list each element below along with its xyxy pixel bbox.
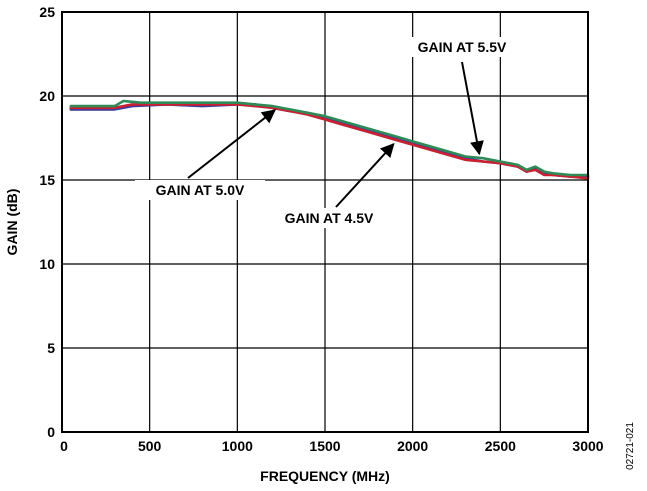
series-line-2 xyxy=(69,99,590,177)
x-tick-label: 500 xyxy=(138,438,162,454)
series-group xyxy=(69,99,590,180)
y-tick-label: 10 xyxy=(39,256,55,272)
x-tick-label: 0 xyxy=(60,438,68,454)
y-tick-labels: 0 5 10 15 20 25 xyxy=(39,4,55,440)
annotation-bg-2 xyxy=(264,208,394,228)
y-tick-label: 25 xyxy=(39,4,55,20)
y-tick-label: 15 xyxy=(39,172,55,188)
annotation-arrow-2 xyxy=(335,142,395,208)
figure-id: 02721-021 xyxy=(625,422,636,470)
x-tick-labels: 0 500 1000 1500 2000 2500 3000 xyxy=(60,438,604,454)
x-tick-label: 3000 xyxy=(572,438,603,454)
annotations: GAIN AT 5.5V GAIN AT 5.0V GAIN AT 4.5V xyxy=(135,37,527,228)
x-tick-label: 2500 xyxy=(485,438,516,454)
annotation-label-1: GAIN AT 5.0V xyxy=(156,182,245,198)
y-axis-label: GAIN (dB) xyxy=(4,189,20,256)
plot-frame xyxy=(61,11,589,433)
annotation-bg-0 xyxy=(397,37,527,57)
y-tick-label: 20 xyxy=(39,88,55,104)
annotation-label-2: GAIN AT 4.5V xyxy=(285,210,374,226)
annotation-bg-1 xyxy=(135,180,265,200)
x-tick-label: 1000 xyxy=(222,438,253,454)
x-tick-label: 1500 xyxy=(309,438,340,454)
y-tick-label: 5 xyxy=(47,340,55,356)
y-tick-label: 0 xyxy=(47,424,55,440)
annotation-arrow-1 xyxy=(187,109,276,179)
annotation-arrow-0 xyxy=(461,61,484,156)
annotation-label-0: GAIN AT 5.5V xyxy=(418,39,507,55)
x-tick-label: 2000 xyxy=(397,438,428,454)
x-axis-label: FREQUENCY (MHz) xyxy=(260,468,390,484)
series-line-1 xyxy=(69,103,590,180)
